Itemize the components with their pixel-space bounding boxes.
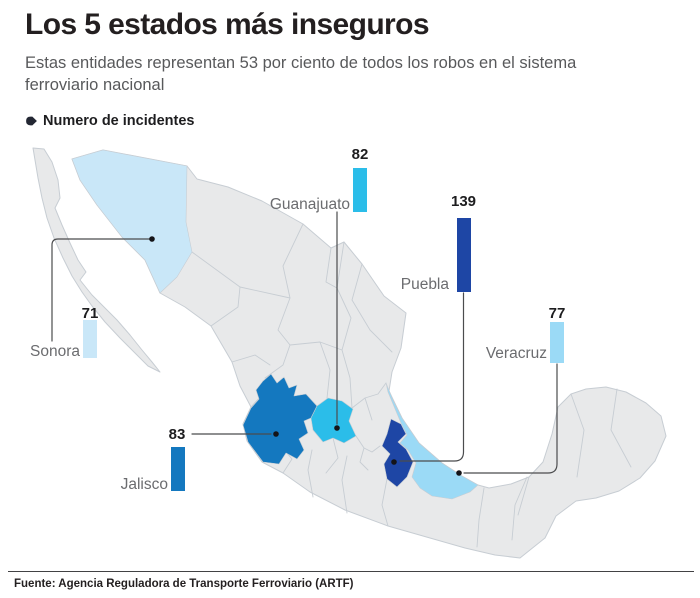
value-puebla: 139 [450,193,477,210]
page-title: Los 5 estados más inseguros [25,8,430,41]
bar-veracruz [550,322,564,363]
source-note: Fuente: Agencia Reguladora de Transporte… [14,578,354,590]
callout-line-veracruz [463,363,558,474]
value-veracruz: 77 [548,305,566,322]
state-borders [191,223,632,548]
state-guanajuato [310,397,357,444]
value-guanajuato: 82 [351,146,369,163]
dot-puebla [391,459,397,465]
bar-puebla [457,218,471,292]
baja-california-shape [32,147,161,373]
label-jalisco: Jalisco [120,476,168,493]
state-veracruz [385,382,479,500]
legend: Numero de incidentes [25,113,194,129]
state-jalisco [242,373,318,465]
footer-divider [8,571,694,572]
callout-lines [51,211,558,474]
subtitle: Estas entidades representan 53 por cient… [25,54,577,94]
label-sonora: Sonora [30,343,80,360]
incidents-swatch-icon [26,116,37,126]
swatch-shape [26,116,37,126]
label-guanajuato: Guanajuato [269,196,350,213]
legend-label: Numero de incidentes [43,113,195,129]
bar-guanajuato [353,168,367,212]
bar-jalisco [171,447,185,491]
mainland-shape [71,149,667,559]
label-puebla: Puebla [400,276,449,293]
callout-dots [149,236,462,476]
value-jalisco: 83 [168,426,186,443]
callout-line-sonora [51,238,153,342]
bar-sonora [83,320,97,358]
dot-guanajuato [334,425,340,431]
dot-jalisco [273,431,279,437]
label-veracruz: Veracruz [485,345,547,362]
state-sonora [71,149,193,294]
callout-line-puebla [399,292,465,462]
value-sonora: 71 [81,305,99,322]
dot-veracruz [456,470,462,476]
state-puebla [381,418,414,488]
dot-sonora [149,236,155,242]
